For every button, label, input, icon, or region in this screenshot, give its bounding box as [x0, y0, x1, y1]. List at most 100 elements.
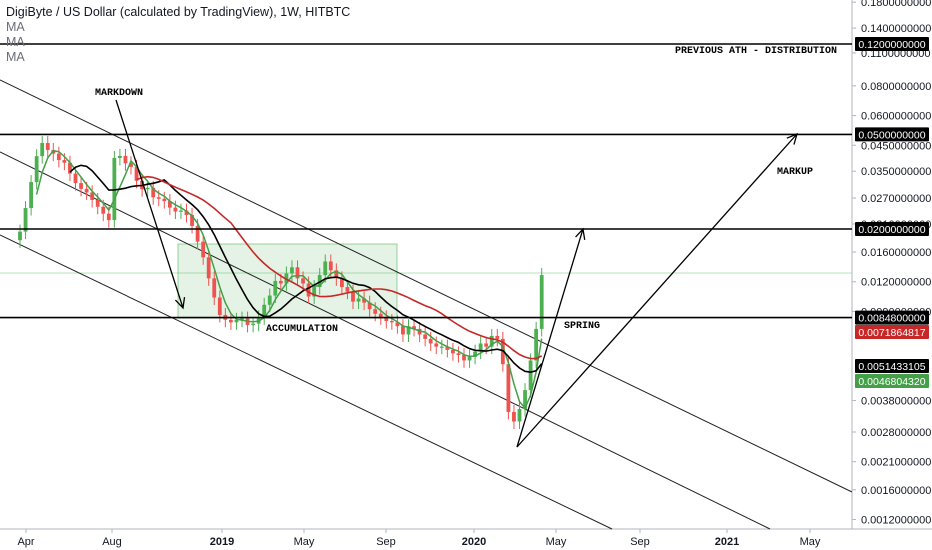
level-badge-label: 0.0084800000 [858, 313, 925, 325]
level-badge [855, 37, 929, 51]
legend-ma-3[interactable]: MA [6, 50, 25, 64]
candle [34, 156, 39, 183]
annotation-label: PREVIOUS ATH - DISTRIBUTION [675, 46, 837, 57]
annotation-label: MARKDOWN [95, 88, 143, 99]
candle [173, 207, 178, 212]
candle [95, 199, 100, 207]
candle [29, 182, 33, 209]
spring-arrow-head [575, 227, 586, 240]
candle [45, 143, 50, 150]
candle [206, 257, 211, 279]
candle [367, 302, 372, 310]
candle [145, 187, 150, 190]
x-tick-label: May [294, 536, 315, 548]
candle [56, 153, 61, 161]
legend-ma-1[interactable]: MA [6, 20, 25, 34]
candle [412, 326, 416, 329]
y-tick-label: 0.0600000000 [861, 111, 931, 123]
level-badge [855, 222, 929, 236]
candle [118, 155, 122, 158]
candle [195, 225, 200, 242]
markup-arrow-head [786, 132, 798, 145]
candle [23, 208, 28, 232]
candle [484, 343, 489, 347]
candle [328, 261, 333, 271]
price-badge [855, 325, 929, 339]
candle [201, 241, 206, 258]
chart-title: DigiByte / US Dollar (calculated by Trad… [6, 5, 351, 19]
candle [495, 335, 500, 339]
candle [267, 295, 272, 305]
candle [79, 183, 83, 189]
candle [517, 408, 522, 422]
y-tick-label: 0.0350000000 [861, 166, 931, 178]
candle [129, 163, 133, 167]
plot-area [0, 0, 852, 529]
candle [534, 328, 539, 361]
x-tick-label: 2020 [462, 536, 486, 548]
candle [101, 206, 106, 214]
candle [73, 173, 78, 184]
x-tick-label: 2021 [715, 536, 739, 548]
price-badge-label: 0.0071864817 [858, 327, 925, 339]
candle [134, 166, 139, 181]
candle [378, 313, 383, 318]
candle [345, 287, 350, 292]
candle [156, 197, 161, 199]
y-tick-label: 0.0120000000 [861, 277, 931, 289]
y-tick-label: 0.0028000000 [861, 427, 931, 439]
candle [273, 280, 278, 296]
candle [295, 267, 300, 279]
candle [306, 283, 311, 297]
candle [462, 355, 466, 361]
level-badge [855, 127, 929, 142]
candle [528, 360, 533, 391]
candle [112, 157, 117, 221]
candle [184, 210, 189, 216]
chart-legend: DigiByte / US Dollar (calculated by Trad… [6, 5, 350, 65]
candle [539, 275, 544, 329]
legend-ma-2[interactable]: MA [6, 35, 25, 49]
candle [489, 335, 494, 347]
x-tick-label: Apr [17, 536, 34, 548]
candle [123, 155, 128, 164]
y-tick-label: 0.0450000000 [861, 140, 931, 152]
candle [428, 338, 433, 344]
markdown-arrow-head [174, 297, 186, 310]
channel-line [0, 79, 853, 493]
candle [312, 287, 317, 297]
candle [445, 346, 450, 350]
candle [401, 326, 405, 335]
y-tick-label: 0.0021000000 [861, 457, 931, 469]
candle [262, 304, 267, 318]
candle [234, 319, 239, 323]
candle [434, 343, 439, 347]
candle [84, 188, 89, 193]
level-badge-label: 0.0500000000 [858, 129, 925, 141]
level-badge [855, 310, 929, 325]
x-tick-label: May [800, 536, 821, 548]
annotation-label: ACCUMULATION [266, 324, 338, 335]
candle [40, 143, 45, 157]
candle [151, 187, 156, 198]
x-tick-label: Sep [376, 536, 396, 548]
candle [439, 346, 444, 348]
price-badge-label: 0.0051433105 [858, 361, 925, 373]
markup-arrow [516, 133, 798, 448]
candle [506, 364, 511, 412]
candle [384, 317, 389, 322]
price-badge [855, 374, 929, 388]
candle [62, 160, 67, 163]
candle [90, 192, 95, 200]
candle [512, 411, 516, 422]
x-tick-label: Aug [102, 536, 122, 548]
candle [356, 298, 361, 302]
candle [301, 278, 305, 284]
y-tick-label: 0.1800000000 [861, 0, 931, 9]
candle [68, 162, 72, 174]
candle [389, 321, 394, 323]
channel-line [0, 151, 771, 530]
candle [340, 278, 344, 288]
